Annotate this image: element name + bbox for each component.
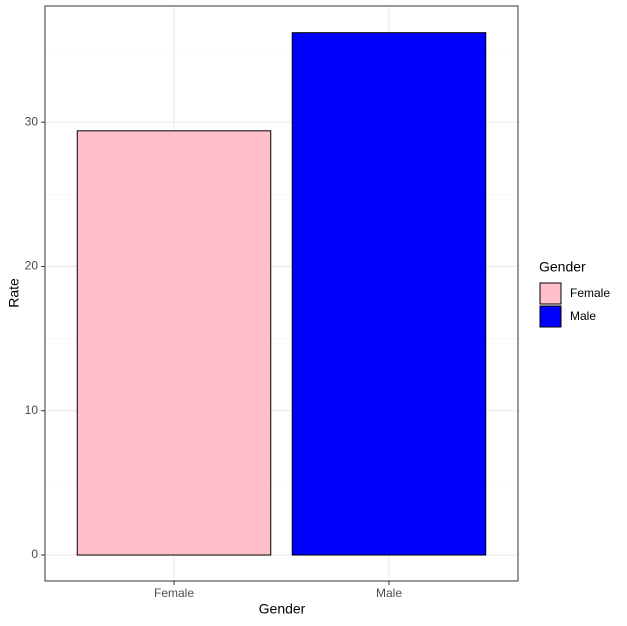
legend-key (539, 282, 562, 305)
legend-label: Male (570, 309, 596, 323)
y-tick-label: 10 (25, 403, 39, 417)
bar (291, 32, 487, 556)
x-axis-label: Gender (259, 601, 306, 617)
legend-key (539, 305, 562, 328)
y-axis-label: Rate (6, 278, 22, 308)
legend-label: Female (570, 286, 610, 300)
bar (76, 130, 272, 556)
y-tick-label: 0 (31, 547, 38, 561)
y-tick-label: 20 (25, 259, 39, 273)
y-tick-label: 30 (25, 114, 39, 128)
panel-border (44, 5, 519, 582)
legend-title: Gender (539, 259, 586, 275)
x-tick-label: Female (154, 586, 194, 600)
x-tick-label: Male (376, 586, 402, 600)
